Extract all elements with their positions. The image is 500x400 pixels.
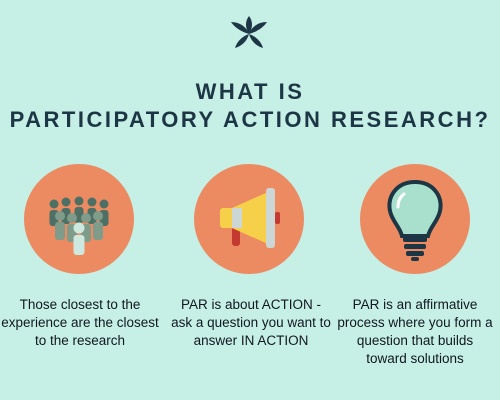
- megaphone-circle: [194, 164, 304, 274]
- title-line-2: PARTICIPATORY ACTION RESEARCH?: [9, 107, 491, 132]
- card-3-text: PAR is an affirmative process where you …: [337, 297, 493, 366]
- people-circle: [24, 164, 134, 274]
- leaf-logo-icon: [231, 16, 267, 48]
- lightbulb-circle: [360, 164, 470, 274]
- card-1-text: Those closest to the experience are the …: [1, 297, 159, 348]
- title-line-1: WHAT IS: [195, 79, 305, 104]
- people-group-icon: [49, 196, 109, 255]
- lightbulb-icon: [387, 179, 443, 261]
- card-2-text: PAR is about ACTION - ask a question you…: [171, 297, 331, 348]
- megaphone-icon: [220, 188, 280, 248]
